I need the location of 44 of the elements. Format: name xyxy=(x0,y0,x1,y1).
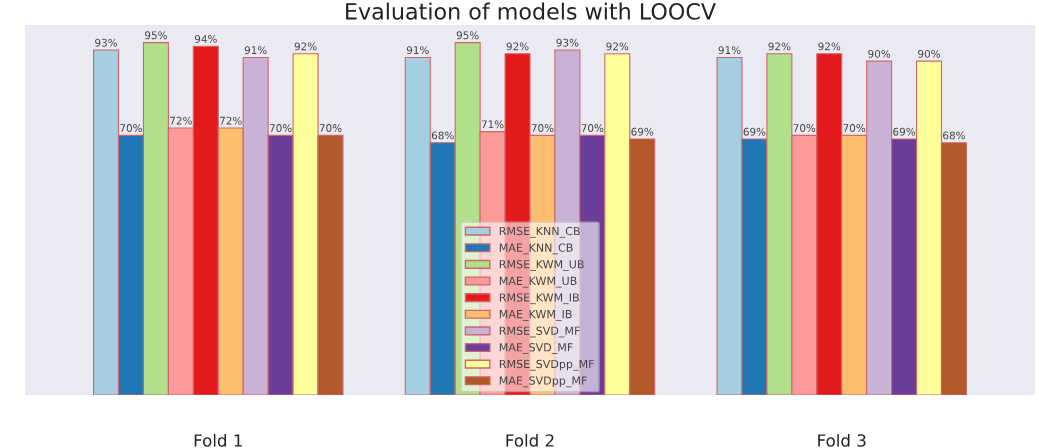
data-label: 94% xyxy=(194,35,217,43)
data-label: 70% xyxy=(531,124,554,132)
legend-label: RMSE_SVD_MF xyxy=(499,326,580,338)
data-label: 90% xyxy=(868,49,891,58)
data-label: 91% xyxy=(718,46,741,55)
data-label: 69% xyxy=(631,127,654,136)
data-label: 69% xyxy=(893,127,916,136)
data-label: 93% xyxy=(556,38,579,47)
data-label: 71% xyxy=(481,120,504,129)
data-label: 95% xyxy=(145,31,167,40)
data-label: 91% xyxy=(244,46,267,55)
data-label: 92% xyxy=(768,42,791,51)
data-label: 68% xyxy=(431,131,454,140)
data-label: 70% xyxy=(581,124,604,132)
x-tick-label: Fold 3 xyxy=(818,433,866,447)
data-label: 92% xyxy=(506,42,529,51)
data-label: 69% xyxy=(743,127,766,136)
data-label: 93% xyxy=(95,38,118,47)
legend-label: MAE_SVD_MF xyxy=(499,343,573,354)
legend-label: MAE_SVDpp_MF xyxy=(499,376,587,388)
data-label: 90% xyxy=(918,49,941,58)
data-label: 70% xyxy=(793,124,816,132)
data-label: 70% xyxy=(843,124,866,132)
data-label: 72% xyxy=(170,116,192,125)
legend-label: RMSE_KNN_CB xyxy=(499,226,580,238)
data-label: 92% xyxy=(606,42,629,51)
legend-label: RMSE_KWM_UB xyxy=(499,260,584,271)
legend-label: RMSE_KWM_IB xyxy=(499,293,579,305)
legend-label: RMSE_SVDpp_MF xyxy=(499,359,594,371)
data-label: 91% xyxy=(406,46,429,55)
data-label: 68% xyxy=(943,131,965,140)
data-label: 70% xyxy=(269,124,292,132)
data-label: 92% xyxy=(818,42,841,51)
legend-label: MAE_KNN_CB xyxy=(499,243,573,255)
data-label: 72% xyxy=(220,116,242,125)
legend-label: MAE_KWM_UB xyxy=(499,276,577,288)
data-label: 92% xyxy=(294,42,317,51)
data-label: 95% xyxy=(456,31,479,40)
data-label: 70% xyxy=(319,124,342,132)
legend-label: MAE_KWM_IB xyxy=(499,310,572,321)
x-tick-label: Fold 1 xyxy=(194,433,242,447)
data-label: 70% xyxy=(120,124,142,132)
chart-title: Evaluation of models with LOOCV xyxy=(346,2,716,20)
x-tick-label: Fold 2 xyxy=(506,433,554,447)
